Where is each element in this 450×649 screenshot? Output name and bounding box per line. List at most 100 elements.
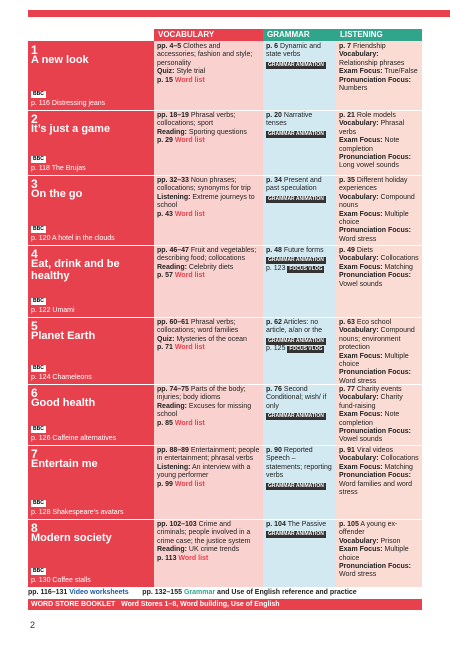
vocabulary-cell: pp. 88–89 Entertainment; people in enter… (154, 445, 263, 519)
video-page: p. 130 Coffee stalls (31, 577, 91, 584)
voc-extra: Excuses for missing school (157, 402, 252, 419)
word-list-link[interactable]: Word list (174, 272, 205, 280)
lis-text: Role models (356, 112, 396, 119)
gra-page: p. 48 (266, 247, 282, 254)
gra-page: p. 20 (266, 112, 282, 119)
grammar-animation-badge[interactable]: GRAMMAR ANIMATION (266, 257, 326, 265)
lis-pron-label: Pronunciation Focus: (339, 563, 411, 571)
word-list-page: p. 99 (157, 480, 173, 488)
row-separator (28, 445, 422, 446)
unit-cell: 6 Good health BBC p. 126 Caffeine altern… (28, 384, 154, 445)
lis-exam: Note completion (339, 411, 400, 427)
grammar-animation-badge[interactable]: GRAMMAR ANIMATION (266, 130, 326, 138)
lis-exam-label: Exam Focus: (339, 137, 383, 145)
unit-number: 4 (31, 247, 38, 261)
unit-cell: 3 On the go BBC p. 120 A hotel in the cl… (28, 175, 154, 245)
unit-number: 7 (31, 447, 38, 461)
unit-cell: 7 Entertain me BBC p. 128 Shakespeare’s … (28, 445, 154, 519)
voc-extra-label: Quiz: (157, 335, 175, 343)
voc-text: Phrasal verbs; collocations; sport (157, 112, 236, 128)
video-page: p. 126 Caffeine alternatives (31, 435, 117, 442)
lis-page: p. 35 (339, 177, 355, 184)
vocabulary-cell: pp. 74–75 Parts of the body; injuries; b… (154, 384, 263, 445)
listening-cell: p. 91 Viral videos Vocabulary: Collocati… (336, 445, 422, 519)
lis-pron-label: Pronunciation Focus: (339, 154, 411, 162)
voc-extra: An interview with a young performer (157, 463, 251, 480)
lis-voc-label: Vocabulary: (339, 537, 379, 545)
voc-extra-label: Reading: (157, 128, 187, 136)
gra-text: Second Conditional; wish/ if only (266, 386, 327, 410)
word-list-link[interactable]: Word list (178, 554, 209, 562)
booklet-text: Word Stores 1–8, Word building, Use of E… (121, 601, 280, 608)
grammar-cell: p. 62 Articles: no article, a/an or the … (263, 317, 336, 384)
lis-pron: Word stress (339, 377, 377, 385)
lis-exam: Matching (384, 463, 413, 471)
lis-text: Friendship (353, 43, 386, 50)
voc-pages: pp. 102–103 (157, 521, 197, 528)
grammar-animation-badge[interactable]: GRAMMAR ANIMATION (266, 337, 326, 345)
lis-page: p. 21 (339, 112, 355, 119)
page-number: 2 (30, 620, 36, 630)
word-list-link[interactable]: Word list (174, 344, 205, 352)
voc-pages: pp. 32–33 (157, 177, 189, 184)
video-page: p. 118 The Brujas (31, 165, 86, 172)
listening-cell: p. 7 Friendship Vocabulary: Relationship… (336, 41, 422, 110)
listening-cell: p. 63 Eco school Vocabulary: Compound no… (336, 317, 422, 385)
gra-page: p. 76 (266, 386, 282, 393)
voc-extra: Celebrity diets (188, 263, 234, 271)
word-list-link[interactable]: Word list (174, 210, 205, 218)
row-separator (28, 317, 422, 318)
lis-voc-label: Vocabulary: (339, 51, 379, 59)
voc-text: Crime and criminals; people involved in … (157, 521, 251, 545)
lis-voc: Relationship phrases (339, 59, 405, 67)
lis-voc: Compound nouns; environment protection (339, 327, 415, 352)
lis-page: p. 63 (339, 319, 355, 326)
lis-pron-label: Pronunciation Focus: (339, 272, 411, 280)
unit-title: Eat, drink and be healthy (31, 258, 120, 282)
voc-extra: Extreme journeys to school (157, 193, 255, 210)
unit-row: 5 Planet Earth BBC p. 124 Chameleons pp.… (28, 317, 422, 385)
word-list-link[interactable]: Word list (174, 137, 205, 145)
footer-rest: and Use of English reference and practic… (217, 589, 357, 596)
word-list-link[interactable]: Word list (174, 419, 205, 427)
video-page: p. 122 Umami (31, 307, 75, 314)
lis-voc-label: Vocabulary: (339, 255, 379, 263)
vocabulary-cell: pp. 4–5 Clothes and accessories; fashion… (154, 41, 263, 110)
bbc-logo: BBC (31, 156, 46, 163)
bbc-logo: BBC (31, 298, 46, 305)
grammar-animation-badge[interactable]: GRAMMAR ANIMATION (266, 482, 326, 490)
gra-page: p. 62 (266, 319, 282, 326)
bbc-logo: BBC (31, 91, 46, 98)
vlog-page: p. 125 (266, 345, 286, 353)
row-separator (28, 245, 422, 246)
grammar-cell: p. 76 Second Conditional; wish/ if only … (263, 384, 336, 445)
top-red-strip (28, 10, 450, 17)
lis-text: Eco school (356, 319, 392, 326)
gra-text: Present and past speculation (266, 177, 322, 193)
focus-vlog-badge[interactable]: FOCUS VLOG (287, 265, 325, 273)
listening-cell: p. 35 Different holiday experiences Voca… (336, 175, 422, 245)
lis-pron-label: Pronunciation Focus: (339, 472, 411, 480)
focus-vlog-badge[interactable]: FOCUS VLOG (287, 346, 325, 354)
unit-title: Good health (31, 397, 96, 409)
voc-extra-label: Reading: (157, 546, 187, 554)
grammar-animation-badge[interactable]: GRAMMAR ANIMATION (266, 61, 326, 69)
grammar-animation-badge[interactable]: GRAMMAR ANIMATION (266, 195, 326, 203)
voc-pages: pp. 60–61 (157, 319, 189, 326)
lis-exam-label: Exam Focus: (339, 411, 383, 419)
lis-voc-label: Vocabulary: (339, 394, 379, 402)
lis-voc-label: Vocabulary: (339, 327, 379, 335)
gra-page: p. 6 (266, 43, 279, 50)
word-list-link[interactable]: Word list (174, 76, 205, 84)
lis-exam-label: Exam Focus: (339, 263, 383, 271)
lis-voc-label: Vocabulary: (339, 455, 379, 463)
gra-text: Future forms (283, 247, 324, 254)
word-list-link[interactable]: Word list (174, 480, 205, 488)
unit-number: 5 (31, 319, 38, 333)
voc-text: Parts of the body; injuries; body idioms (157, 386, 246, 402)
top-bar (0, 0, 450, 17)
grammar-animation-badge[interactable]: GRAMMAR ANIMATION (266, 531, 326, 539)
grammar-animation-badge[interactable]: GRAMMAR ANIMATION (266, 413, 326, 421)
lis-text: Different holiday experiences (339, 177, 408, 193)
lis-pron: Word stress (339, 571, 377, 579)
